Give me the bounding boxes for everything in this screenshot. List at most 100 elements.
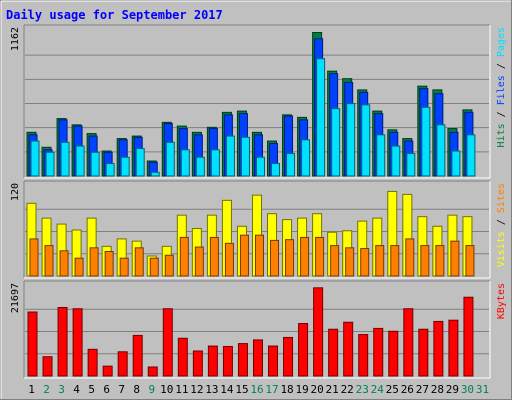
legend-text: Hits / Files / Pages [496,27,507,147]
bar-kbytes-day-26 [403,308,414,377]
bar-pages-day-17 [271,163,281,177]
bar-pages-day-30 [466,134,476,177]
bar-pages-day-1 [30,140,40,177]
bar-pages-day-16 [255,156,265,177]
x-tick-label-day-5: 5 [88,383,95,396]
bar-sites-day-19 [300,236,310,277]
legend-separator: / [496,105,507,123]
bar-pages-day-8 [135,148,145,177]
bar-sites-day-3 [59,250,69,277]
bar-sites-day-14 [224,242,234,277]
bar-sites-day-16 [254,234,264,277]
bar-pages-day-27 [421,106,431,177]
bar-sites-day-26 [405,238,415,277]
bar-sites-day-29 [450,240,460,277]
x-tick-label-day-15: 15 [235,383,248,396]
legend-separator: / [496,213,507,231]
bar-kbytes-day-14 [222,345,233,377]
legend-entry-pages: Pages [496,27,507,57]
bar-sites-day-13 [209,236,219,277]
series-pages [30,58,476,177]
bar-pages-day-15 [240,136,250,177]
bar-pages-day-3 [60,141,70,177]
bar-kbytes-day-24 [373,327,384,377]
x-tick-label-day-13: 13 [205,383,218,396]
x-tick-label-day-8: 8 [133,383,140,396]
legend-kbytes: KBytes [496,283,507,319]
bar-pages-day-25 [391,145,401,177]
bar-pages-day-9 [150,171,160,177]
y-max-label: 1162 [10,27,21,51]
x-tick-label-day-10: 10 [160,383,173,396]
x-tick-label-day-14: 14 [220,383,234,396]
panel-sites-visits: 120 Visits / Sites [10,180,507,279]
bar-kbytes-day-23 [358,334,369,377]
x-tick-label-day-2: 2 [43,383,50,396]
x-tick-label-day-6: 6 [103,383,110,396]
bar-kbytes-day-28 [433,320,444,377]
bar-sites-day-9 [149,257,159,277]
bar-kbytes-day-3 [57,306,68,377]
x-tick-label-day-3: 3 [58,383,65,396]
bar-kbytes-day-22 [343,321,354,377]
x-tick-label-day-1: 1 [28,383,35,396]
x-tick-label-day-27: 27 [416,383,429,396]
x-tick-label-day-24: 24 [371,383,385,396]
x-tick-label-day-16: 16 [250,383,263,396]
bar-sites-day-28 [435,245,445,277]
bar-sites-day-18 [285,239,295,277]
bar-sites-day-4 [74,257,84,277]
bar-pages-day-10 [165,141,175,177]
bar-kbytes-day-16 [252,339,263,377]
legend-entry-files: Files [496,75,507,105]
bar-kbytes-day-13 [207,345,218,377]
bar-sites-day-1 [29,238,39,277]
bar-pages-day-28 [436,124,446,177]
bar-pages-day-11 [180,149,190,177]
bar-sites-day-6 [104,251,114,277]
x-tick-label-day-31: 31 [476,383,489,396]
bar-kbytes-day-7 [117,351,128,377]
legend-entry-hits: Hits [496,123,507,147]
y-max-label: 120 [10,183,21,201]
bar-pages-day-14 [225,135,235,177]
bar-sites-day-22 [345,247,355,277]
x-tick-label-day-9: 9 [148,383,155,396]
bar-sites-day-25 [390,245,400,277]
bar-kbytes-day-17 [268,345,279,377]
x-tick-label-day-12: 12 [190,383,203,396]
x-tick-label-day-25: 25 [386,383,399,396]
bar-sites-day-7 [119,257,129,277]
bar-kbytes-day-5 [87,348,98,377]
x-tick-label-day-17: 17 [265,383,278,396]
bar-kbytes-day-1 [27,311,38,377]
bar-kbytes-day-20 [313,287,324,377]
bar-pages-day-23 [361,104,371,177]
bar-sites-day-10 [164,254,174,277]
bar-sites-day-15 [239,234,249,277]
bar-sites-day-24 [375,245,385,277]
x-tick-label-day-21: 21 [326,383,339,396]
bar-pages-day-24 [376,134,386,177]
bar-sites-day-27 [420,245,430,277]
bar-pages-day-19 [301,139,311,177]
x-tick-label-day-18: 18 [280,383,293,396]
legend-sites-visits: Visits / Sites [496,183,507,267]
bar-kbytes-day-18 [283,336,294,377]
legend-text: Visits / Sites [496,183,507,267]
x-tick-label-day-28: 28 [431,383,444,396]
bar-sites-day-20 [315,236,325,277]
bar-pages-day-4 [75,145,85,177]
bar-kbytes-day-12 [192,350,203,377]
bar-kbytes-day-11 [177,337,188,377]
x-tick-label-day-30: 30 [461,383,474,396]
x-tick-label-day-23: 23 [356,383,369,396]
panel-kbytes: 21697 KBytes [10,280,507,379]
chart-title: Daily usage for September 2017 [6,8,223,22]
bar-kbytes-day-29 [448,319,459,377]
chart-panels: 1162 Hits / Files / Pages 120 Visits / Site… [10,24,507,379]
legend-pages-files-hits: Hits / Files / Pages [496,27,507,147]
bar-pages-day-29 [451,150,461,177]
legend-entry-kbytes: KBytes [496,283,507,319]
bar-kbytes-day-30 [463,296,474,377]
